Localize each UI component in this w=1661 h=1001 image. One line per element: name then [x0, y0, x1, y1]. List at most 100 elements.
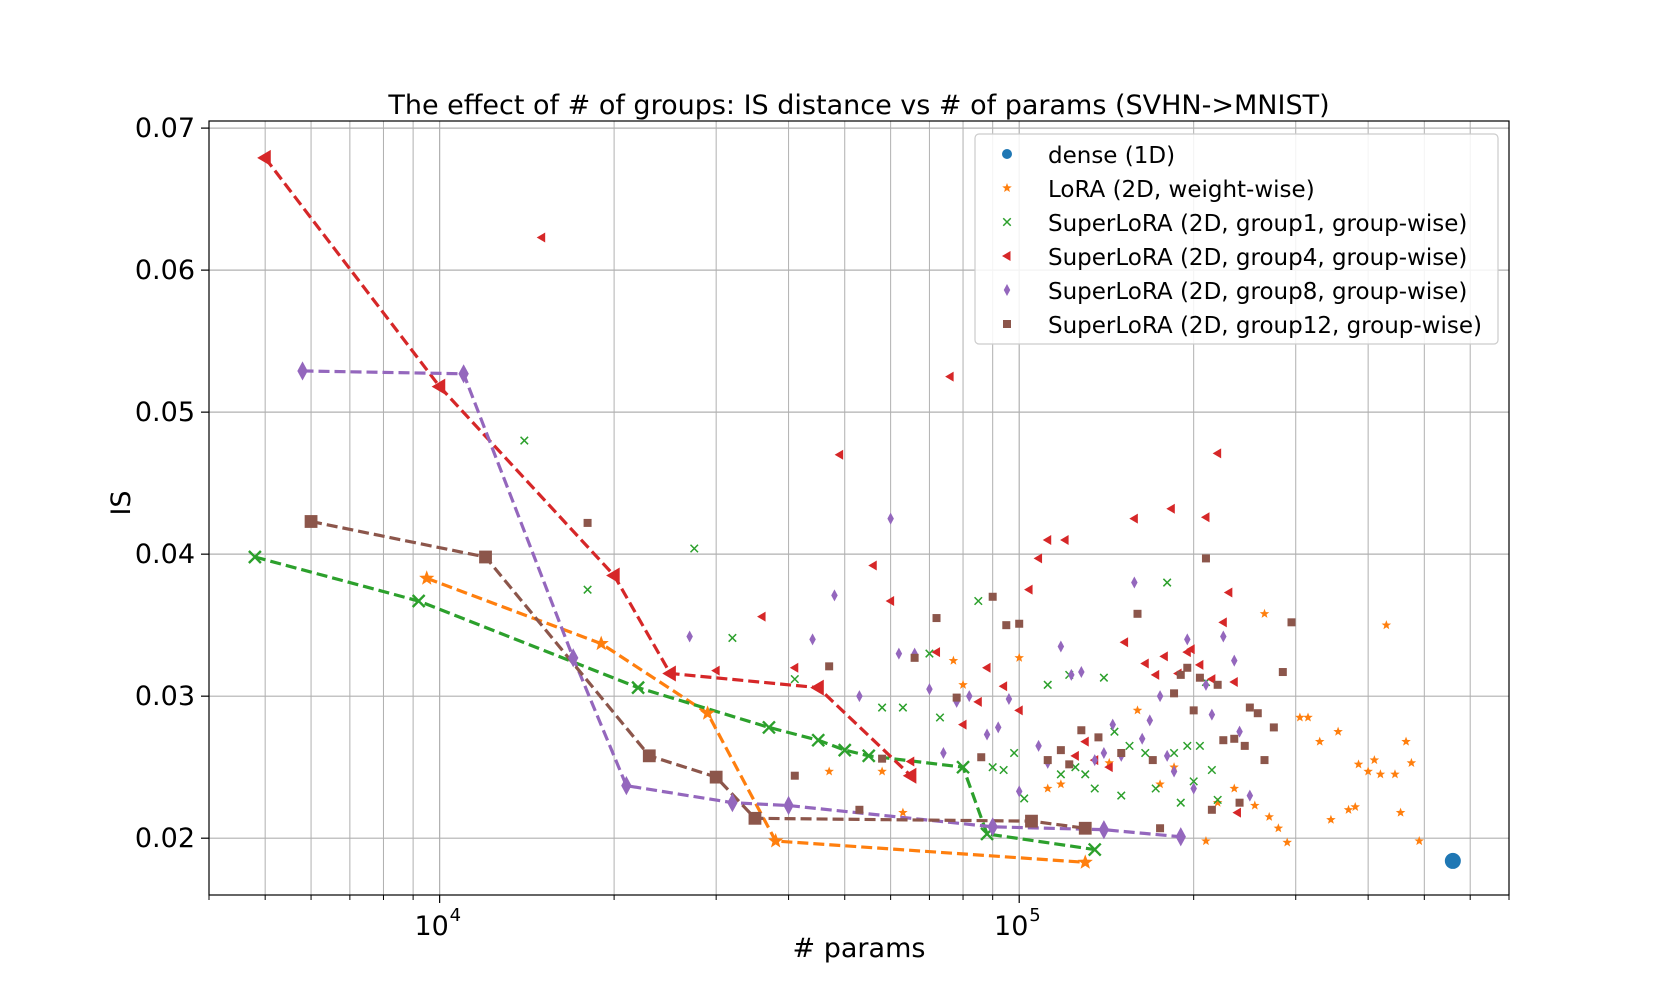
series-2-point — [1099, 673, 1109, 682]
series-3-point — [868, 560, 877, 571]
series-4-line-point — [297, 361, 308, 381]
series-3-point — [1080, 736, 1089, 747]
series-4-point — [1170, 765, 1178, 778]
series-5-line-point — [479, 550, 492, 564]
series-1-point — [1273, 823, 1284, 833]
series-2-point — [877, 703, 887, 712]
series-3-point — [1223, 587, 1233, 598]
series-2-point — [1125, 741, 1134, 751]
series-4-point — [1146, 714, 1154, 727]
series-5-point — [1176, 670, 1185, 679]
series-5-point — [1287, 618, 1296, 627]
series-3-point — [1104, 762, 1113, 773]
x-axis-label: # params — [793, 933, 926, 964]
series-1-point — [1201, 836, 1211, 846]
series-1-point — [1406, 757, 1417, 767]
series-4-line-point — [567, 648, 579, 668]
legend-label: SuperLoRA (2D, group8, group-wise) — [1048, 279, 1467, 305]
series-4-point — [1156, 690, 1164, 703]
series-2-point — [1183, 741, 1192, 751]
legend-marker — [1003, 320, 1011, 328]
series-5-point — [1015, 619, 1024, 628]
series-2-line — [254, 555, 1095, 852]
series-2-line-point — [811, 733, 826, 748]
series-5-point — [952, 693, 961, 702]
series-3-line-point — [810, 679, 824, 696]
series-5-point — [1253, 709, 1262, 718]
series-2-point — [925, 649, 934, 658]
series-1-point — [1250, 800, 1260, 810]
series-4-point — [1100, 746, 1108, 759]
series-5-line-point — [748, 811, 762, 825]
series-4-point — [940, 746, 947, 759]
series-4-point — [1109, 718, 1116, 731]
series-3-point — [1200, 512, 1210, 523]
series-5-point — [1133, 609, 1142, 618]
series-3-line-point — [902, 767, 917, 784]
series-4-point — [1202, 678, 1210, 691]
series-2-line-point — [631, 680, 645, 695]
series-3-point — [1206, 674, 1216, 685]
series-2-point — [974, 596, 983, 606]
series-5-line-point — [1025, 814, 1038, 828]
x-tick-label-exponent: 5 — [1029, 905, 1040, 926]
series-2-point — [1176, 798, 1186, 807]
series-1-point — [948, 655, 959, 665]
series-3-point — [1186, 644, 1195, 655]
series-5-point — [1002, 621, 1011, 630]
series-3-point — [1218, 617, 1227, 628]
series-4-point — [983, 728, 991, 741]
series-2-point — [1056, 770, 1066, 779]
series-5-point — [910, 653, 919, 662]
series-3-point — [1033, 553, 1043, 564]
y-tick-label: 0.03 — [135, 681, 195, 712]
series-3-point — [1229, 676, 1238, 687]
series-5-point — [1235, 798, 1244, 807]
series-3-point — [1129, 513, 1138, 524]
series-2-line-point — [762, 720, 776, 735]
series-5-point — [1260, 756, 1269, 765]
series-5-point — [1213, 680, 1222, 689]
series-3-point — [958, 719, 967, 730]
series-3-point — [1159, 651, 1168, 662]
series-4-line-point — [458, 364, 469, 384]
series-4-point — [1138, 732, 1146, 745]
series-2-point — [1080, 770, 1090, 779]
y-tick-label: 0.05 — [135, 397, 195, 428]
series-3-point — [834, 449, 844, 460]
series-5-line-point — [304, 515, 318, 528]
series-2-point — [1162, 578, 1172, 587]
series-1-point — [1295, 712, 1305, 722]
series-4-point — [1220, 630, 1227, 643]
series-1-point — [1401, 736, 1411, 746]
series-5-point — [878, 754, 887, 763]
series-2-point — [1116, 791, 1126, 800]
series-2-point — [988, 762, 997, 772]
series-1-point — [1381, 620, 1392, 630]
series-5-point — [1077, 726, 1086, 735]
legend-box — [974, 133, 1499, 345]
series-4-point — [887, 512, 894, 525]
series-5-point — [855, 805, 864, 814]
series-5-point — [1065, 760, 1074, 769]
series-3-point — [1070, 750, 1079, 761]
series-1-point — [1282, 837, 1292, 847]
series-5-point — [932, 614, 941, 623]
series-2-point — [1009, 748, 1019, 758]
series-5-line-point — [642, 749, 656, 763]
series-4-point — [1091, 754, 1098, 767]
legend-label: SuperLoRA (2D, group1, group-wise) — [1048, 211, 1467, 237]
series-1-point — [877, 766, 887, 776]
series-5-line-point — [709, 770, 723, 784]
series-2-point — [1207, 765, 1217, 775]
series-4-point — [1184, 633, 1191, 646]
series-1-point — [958, 679, 968, 689]
series-1-point — [1259, 608, 1270, 618]
series-2-point — [520, 436, 529, 445]
series-2-point — [1151, 784, 1160, 793]
series-3-point — [1119, 637, 1129, 648]
series-3-point — [1140, 658, 1149, 669]
series-1-point — [1056, 779, 1066, 789]
